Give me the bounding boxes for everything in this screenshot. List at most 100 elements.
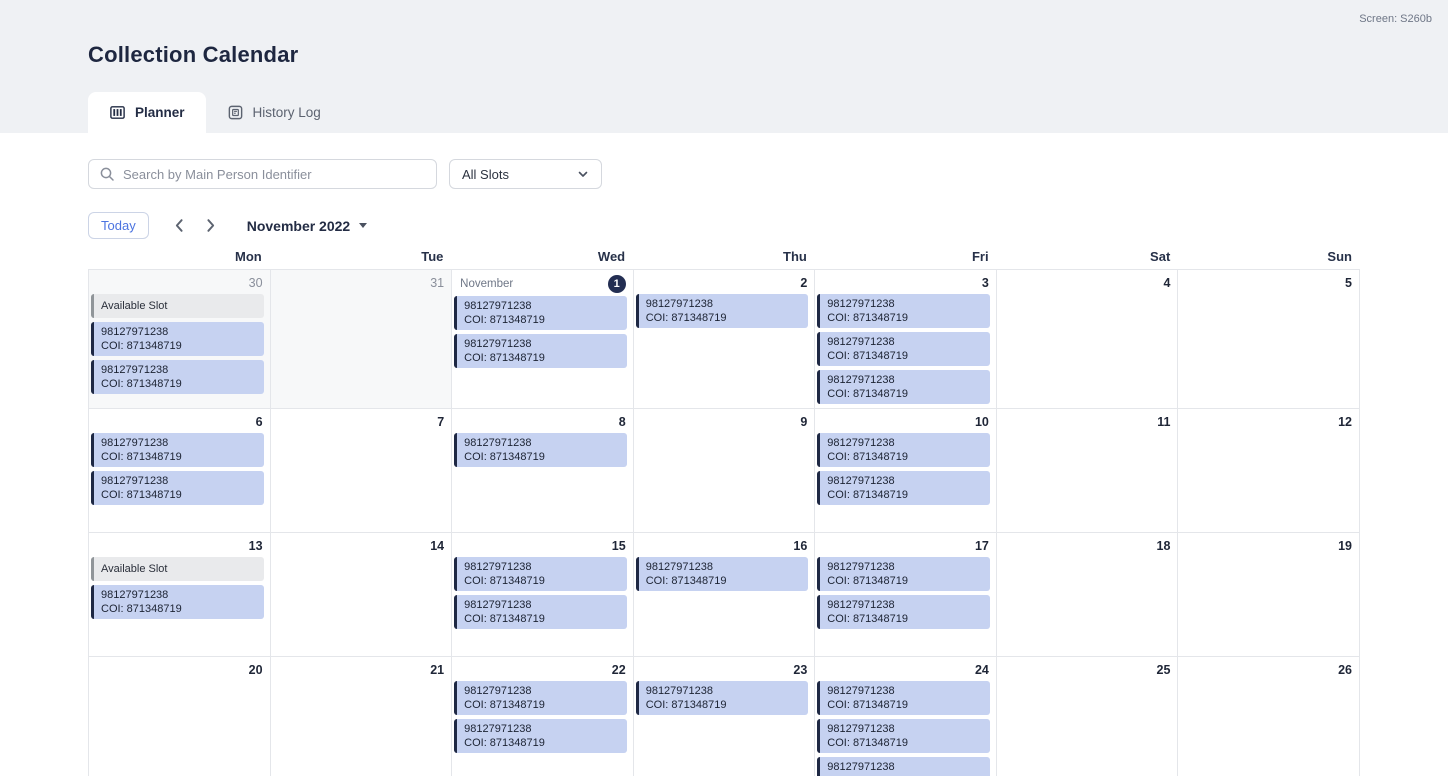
chip-title: 98127971238 [827, 374, 895, 386]
day-cell-24[interactable]: 24 98127971238 COI: 871348719 98127971238 CO… [815, 657, 997, 776]
day-cell-31[interactable]: 31 [270, 270, 453, 409]
weekday-label: Sat [1150, 249, 1171, 264]
day-cell-7[interactable]: 7 [270, 409, 453, 533]
chip-subtitle: COI: 871348719 [101, 451, 182, 463]
chip-title: Available Slot [101, 300, 168, 312]
day-cell-25[interactable]: 25 [996, 657, 1179, 776]
day-cell-header: 13 [89, 533, 270, 557]
chip-subtitle: COI: 871348719 [645, 312, 727, 324]
available-slot-chip[interactable]: Available Slot [91, 294, 264, 318]
prev-month-icon[interactable] [171, 217, 188, 234]
available-slot-chip[interactable]: Available Slot [91, 557, 264, 581]
day-cell-3[interactable]: 3 98127971238 COI: 871348719 98127971238 COI… [815, 270, 997, 409]
chip-subtitle: COI: 871348719 [464, 451, 545, 463]
planner-panel: All Slots Today November 2022 [0, 133, 1448, 776]
day-cell-18[interactable]: 18 [996, 533, 1179, 657]
search-input[interactable] [123, 166, 426, 182]
date-number: 12 [1338, 415, 1352, 429]
date-number: 10 [974, 415, 989, 429]
date-number: 24 [974, 663, 989, 677]
day-cell-header: 2 [634, 270, 815, 294]
day-cell-9[interactable]: 9 [633, 409, 816, 533]
booking-chip[interactable]: 98127971238 COI: 871348719 [817, 433, 990, 467]
day-cell-23[interactable]: 23 98127971238 COI: 871348719 [633, 657, 816, 776]
tab-planner[interactable]: Planner [88, 92, 206, 133]
day-cell-1[interactable]: November 1 98127971238 COI: 871348719 981279… [452, 270, 634, 409]
month-picker[interactable]: November 2022 [247, 218, 368, 234]
day-cell-21[interactable]: 21 [270, 657, 453, 776]
day-cell-17[interactable]: 17 98127971238 COI: 871348719 98127971238 CO… [815, 533, 997, 657]
day-cell-16[interactable]: 16 98127971238 COI: 871348719 [633, 533, 816, 657]
day-cell-13[interactable]: 13 Available Slot 98127971238 COI: 87134871… [89, 533, 271, 657]
day-cell-12[interactable]: 12 [1178, 409, 1360, 533]
chip-title: 98127971238 [827, 761, 895, 773]
chip-title: 98127971238 [827, 437, 895, 449]
day-cell-8[interactable]: 8 98127971238 COI: 871348719 [452, 409, 634, 533]
day-cell-header: 6 [89, 409, 270, 433]
day-cell-header: 4 [997, 270, 1178, 294]
day-cell-19[interactable]: 19 [1178, 533, 1360, 657]
day-cell-20[interactable]: 20 [89, 657, 271, 776]
day-cell-header: 22 [452, 657, 633, 681]
planner-columns-icon [109, 104, 126, 121]
day-cell-2[interactable]: 2 98127971238 COI: 871348719 [633, 270, 816, 409]
day-cell-header: 8 [452, 409, 633, 433]
chip-subtitle: COI: 871348719 [827, 737, 909, 749]
chip-title: Available Slot [101, 563, 168, 575]
chip-subtitle: COI: 871348719 [827, 451, 909, 463]
day-cell-15[interactable]: 15 98127971238 COI: 871348719 98127971238 CO… [452, 533, 634, 657]
screen-label: Screen: S260b [1359, 13, 1432, 25]
day-cell-14[interactable]: 14 [270, 533, 453, 657]
chip-subtitle: COI: 871348719 [101, 340, 182, 352]
day-cell-header: November 1 [452, 270, 633, 296]
chip-title: 98127971238 [827, 561, 895, 573]
chip-title: 98127971238 [464, 338, 532, 350]
day-cell-26[interactable]: 26 [1178, 657, 1360, 776]
chip-title: 98127971238 [464, 561, 532, 573]
chip-subtitle: COI: 871348719 [464, 613, 545, 625]
day-cell-4[interactable]: 4 [996, 270, 1179, 409]
slot-filter-select[interactable]: All Slots [449, 159, 602, 189]
date-number: 30 [248, 276, 263, 290]
day-cell-5[interactable]: 5 [1178, 270, 1360, 409]
day-cell-10[interactable]: 10 98127971238 COI: 871348719 98127971238 CO… [815, 409, 997, 533]
day-cell-header: 9 [634, 409, 815, 433]
date-number: 25 [1156, 663, 1171, 677]
tab-history-log[interactable]: History Log [206, 92, 342, 133]
day-cell-30[interactable]: 30 Available Slot 98127971238 COI: 87134871… [89, 270, 271, 409]
day-cell-11[interactable]: 11 [996, 409, 1179, 533]
day-cell-header: 30 [89, 270, 270, 294]
today-button[interactable]: Today [88, 212, 149, 239]
search-box [88, 159, 437, 189]
day-cell-6[interactable]: 6 98127971238 COI: 871348719 98127971238 COI… [89, 409, 271, 533]
next-month-icon[interactable] [202, 217, 219, 234]
tab-planner-label: Planner [135, 105, 185, 120]
day-cell-22[interactable]: 22 98127971238 COI: 871348719 98127971238 CO… [452, 657, 634, 776]
chip-subtitle: COI: 871348719 [464, 699, 545, 711]
day-cell-header: 12 [1178, 409, 1359, 433]
